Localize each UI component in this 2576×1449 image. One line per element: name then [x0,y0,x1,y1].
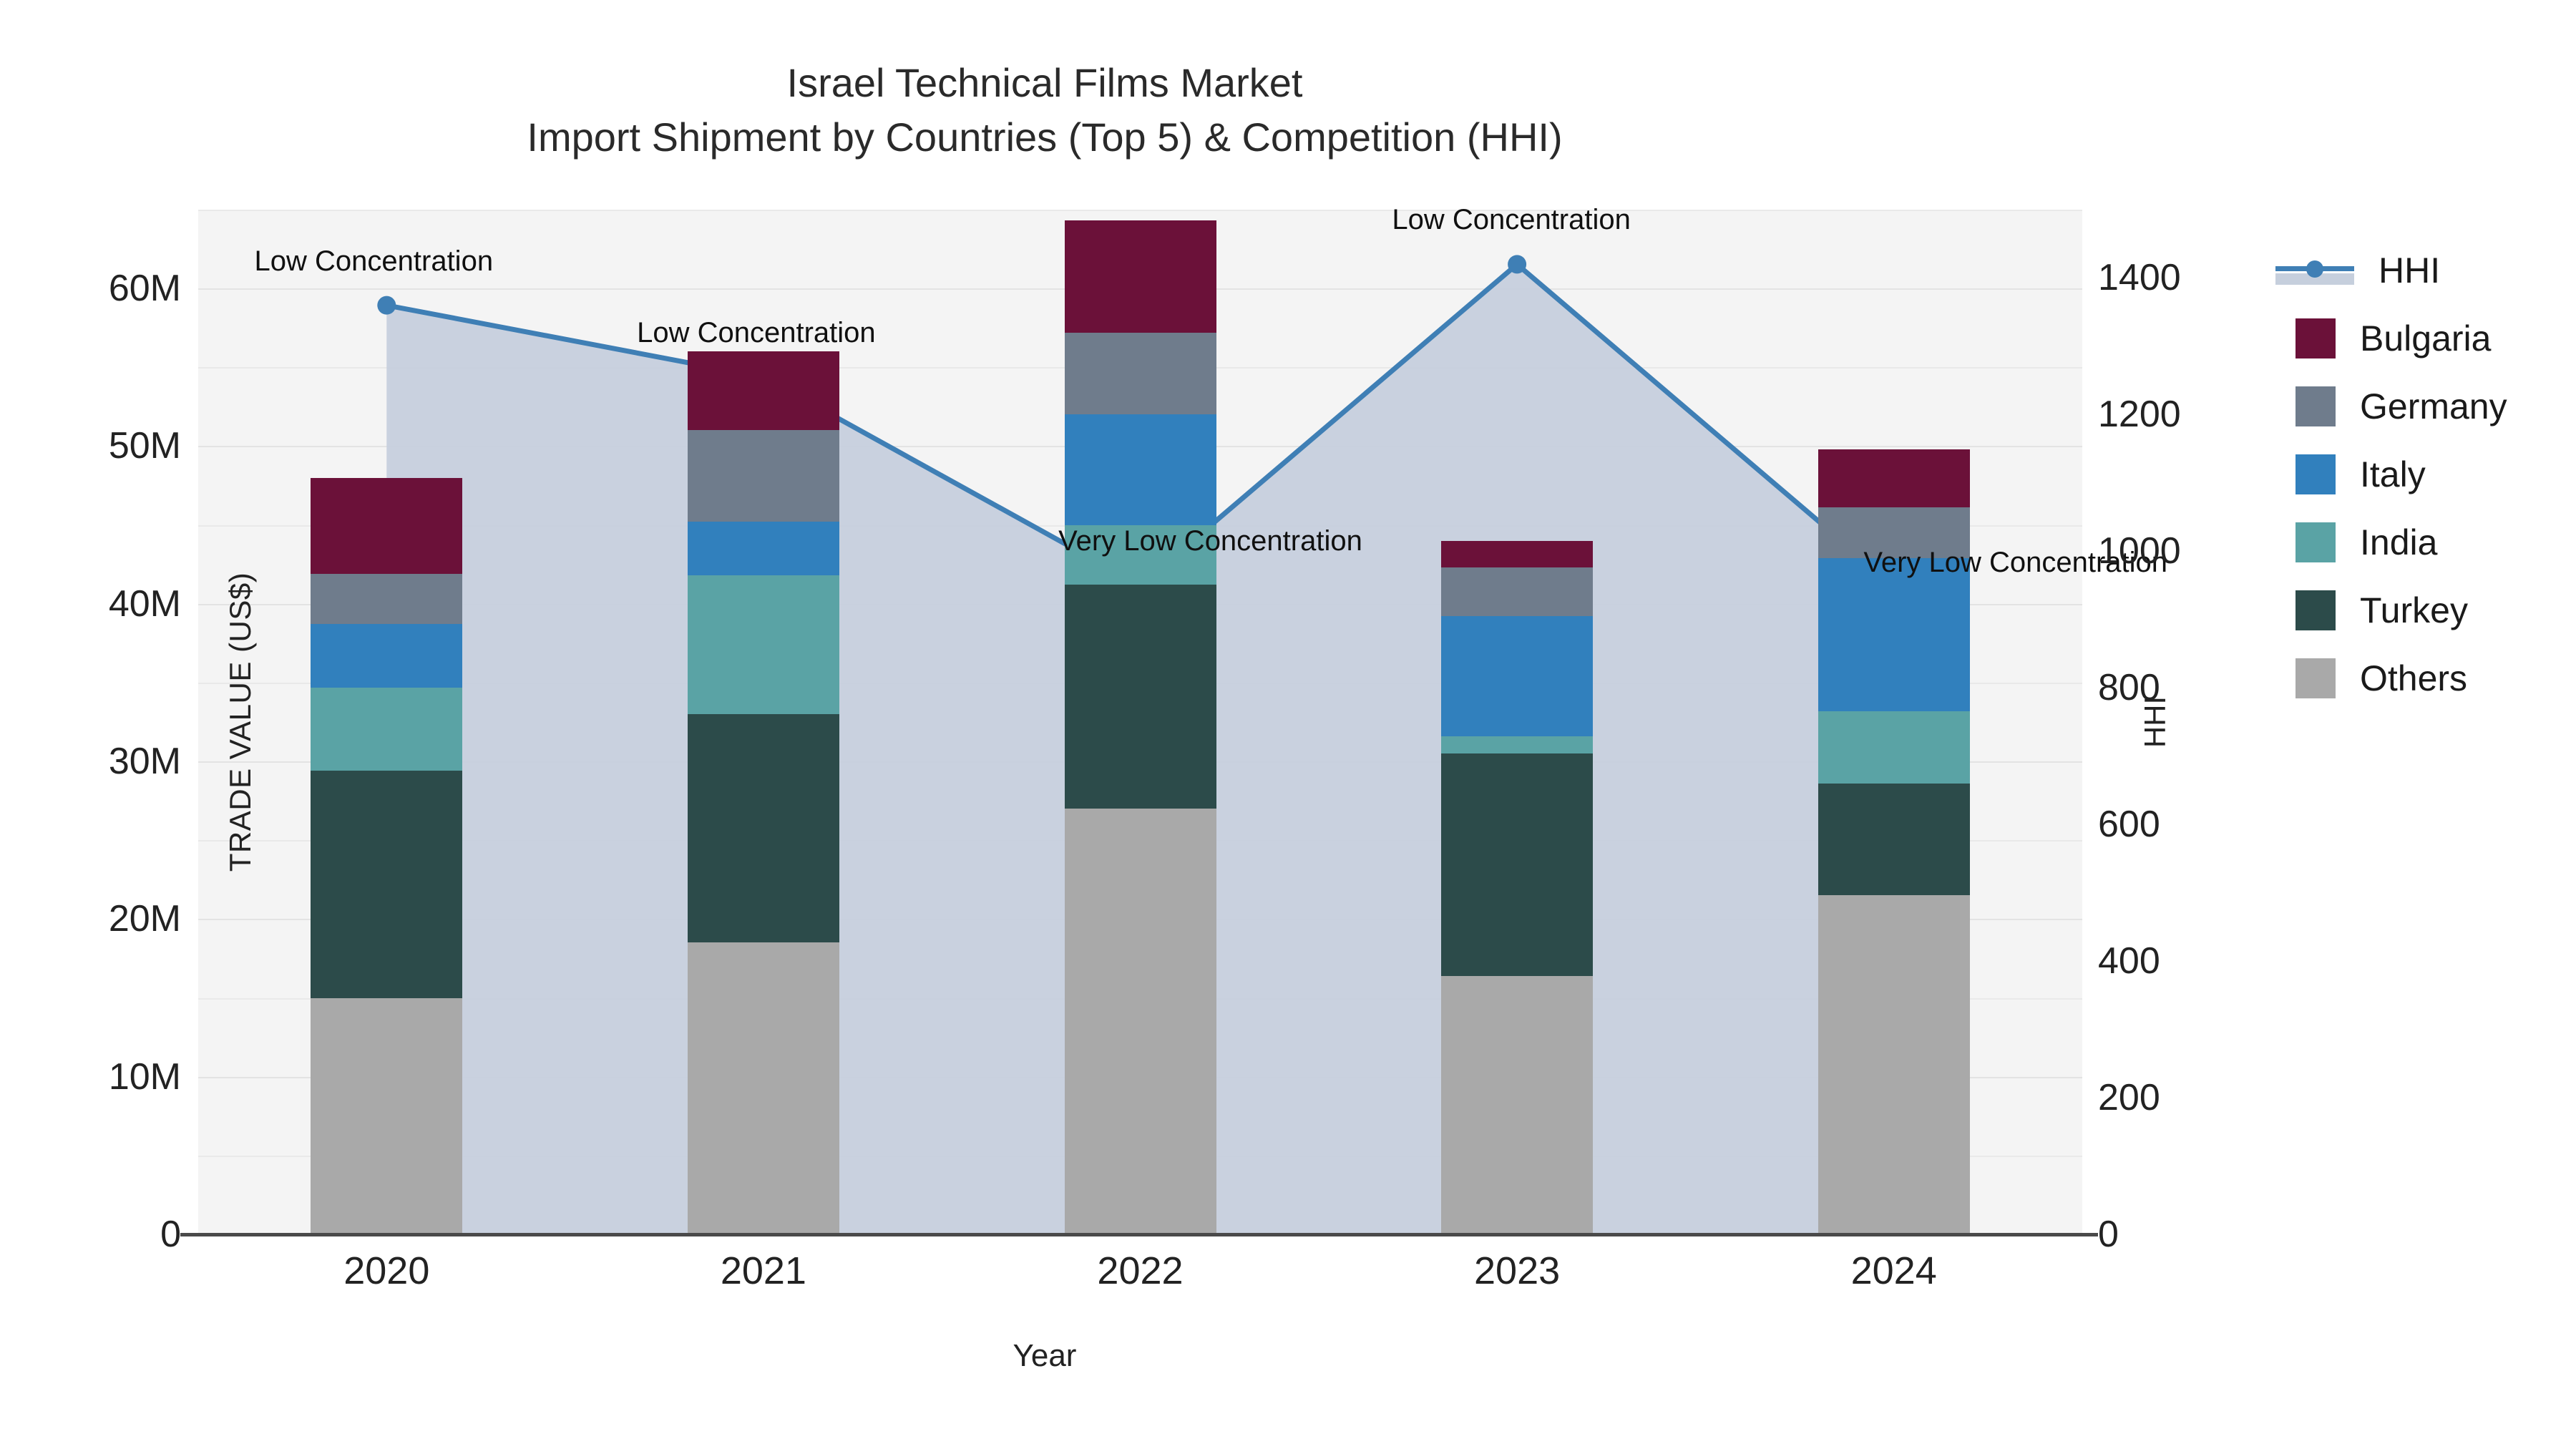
bar-segment-turkey-2024[interactable] [1818,783,1970,896]
bar-segment-turkey-2022[interactable] [1064,585,1216,809]
legend-label: Others [2360,658,2468,698]
bar-segment-italy-2021[interactable] [687,522,839,576]
bar-segment-bulgaria-2021[interactable] [687,351,839,431]
bar-segment-germany-2023[interactable] [1441,567,1594,617]
bar-segment-india-2023[interactable] [1441,736,1594,754]
bar-segment-italy-2020[interactable] [311,624,463,688]
annotation-2022: Very Low Concentration [1058,525,1362,557]
y-tick-left: 40M [108,582,181,625]
legend-item-turkey[interactable]: Turkey [2275,576,2576,644]
annotation-2021: Low Concentration [637,316,876,348]
legend: HHI Bulgaria Germany Italy India Turkey Others [2275,236,2576,712]
legend-item-bulgaria[interactable]: Bulgaria [2275,304,2576,372]
y-tick-right: 400 [2098,940,2160,982]
legend-item-hhi[interactable]: HHI [2275,236,2576,304]
y-tick-right: 1200 [2098,394,2181,436]
legend-swatch-icon [2296,522,2336,562]
x-axis-spine [180,1233,2098,1236]
annotation-2020: Low Concentration [254,245,494,277]
legend-swatch-icon [2296,590,2336,630]
y-tick-left: 0 [160,1214,181,1255]
bar-segment-india-2022[interactable] [1064,525,1216,585]
legend-swatch-icon [2296,454,2336,494]
legend-label: Germany [2360,386,2507,426]
hhi-marker[interactable] [377,296,396,315]
bar-segment-india-2024[interactable] [1818,711,1970,784]
x-axis-label: Year [1013,1338,1077,1373]
bar-segment-germany-2022[interactable] [1064,332,1216,415]
bar-segment-others-2024[interactable] [1818,895,1970,1234]
bar-segment-italy-2023[interactable] [1441,616,1594,736]
bar-segment-bulgaria-2022[interactable] [1064,220,1216,333]
y-tick-left: 30M [108,741,181,783]
bar-segment-india-2020[interactable] [311,687,463,771]
y-tick-right: 800 [2098,667,2160,709]
bar-segment-bulgaria-2023[interactable] [1441,540,1594,568]
bar-segment-others-2022[interactable] [1064,809,1216,1234]
bar-segment-bulgaria-2020[interactable] [311,477,463,574]
y-axis-left-label: TRADE VALUE (US$) [223,572,258,872]
annotation-2024: Very Low Concentration [1863,547,2168,579]
gridline [198,210,2082,211]
y-tick-left: 50M [108,425,181,467]
y-tick-left: 20M [108,898,181,940]
x-tick-2020: 2020 [343,1249,430,1292]
bar-segment-others-2021[interactable] [687,942,839,1234]
bar-segment-turkey-2023[interactable] [1441,753,1594,976]
bar-segment-turkey-2020[interactable] [311,771,463,998]
legend-item-germany[interactable]: Germany [2275,372,2576,440]
hhi-marker[interactable] [1508,255,1527,274]
legend-item-italy[interactable]: Italy [2275,440,2576,508]
legend-label: Italy [2360,454,2426,494]
y-tick-left: 60M [108,268,181,310]
bar-segment-turkey-2021[interactable] [687,713,839,943]
bar-segment-italy-2022[interactable] [1064,414,1216,525]
y-tick-left: 10M [108,1055,181,1098]
plot-area: Low Concentration Low Concentration Very L… [109,204,2181,1255]
x-tick-2021: 2021 [720,1249,806,1292]
y-tick-right: 200 [2098,1077,2160,1119]
x-tick-2022: 2022 [1097,1249,1184,1292]
chart-title: Israel Technical Films Market Import Shi… [0,56,2089,165]
bar-segment-others-2020[interactable] [311,997,463,1234]
legend-label: India [2360,522,2438,562]
legend-swatch-icon [2296,386,2336,426]
annotation-2023: Low Concentration [1392,204,1631,236]
bar-segment-germany-2020[interactable] [311,573,463,625]
y-tick-right: 600 [2098,804,2160,846]
chart-title-line-2: Import Shipment by Countries (Top 5) & C… [527,114,1563,160]
bar-segment-germany-2024[interactable] [1818,507,1970,558]
x-tick-2024: 2024 [1850,1249,1937,1292]
chart-title-line-1: Israel Technical Films Market [786,60,1303,105]
bar-segment-others-2023[interactable] [1441,975,1594,1234]
bar-segment-india-2021[interactable] [687,575,839,714]
bar-segment-bulgaria-2024[interactable] [1818,449,1970,508]
legend-label: Turkey [2360,590,2468,630]
legend-label: HHI [2379,250,2441,291]
y-tick-right: 1400 [2098,257,2181,299]
legend-item-others[interactable]: Others [2275,644,2576,712]
x-tick-2023: 2023 [1474,1249,1561,1292]
y-tick-right: 1000 [2098,530,2181,572]
legend-label: Bulgaria [2360,318,2492,358]
y-axis-right-label: HHI [2137,696,2172,748]
y-tick-right: 0 [2098,1214,2119,1255]
bar-segment-italy-2024[interactable] [1818,557,1970,711]
legend-swatch-icon [2296,318,2336,358]
legend-line-marker-icon [2275,250,2354,291]
legend-item-india[interactable]: India [2275,508,2576,576]
bar-segment-germany-2021[interactable] [687,430,839,522]
legend-swatch-icon [2296,658,2336,698]
